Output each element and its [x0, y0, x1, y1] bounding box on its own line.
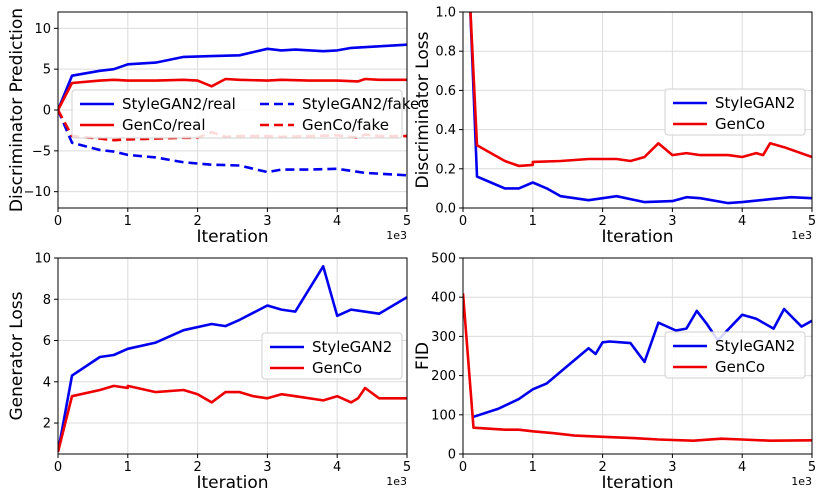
- legend-label: StyleGAN2/real: [122, 95, 236, 113]
- x-tick-label: 5: [403, 460, 411, 475]
- x-axis-label: Iteration: [601, 473, 673, 493]
- y-axis-label: Discriminator Prediction: [7, 8, 27, 212]
- legend: StyleGAN2 GenCo: [664, 88, 806, 136]
- axes-frame: [57, 257, 408, 455]
- x-tick-label: 3: [263, 460, 271, 475]
- x-tick-label: 5: [403, 214, 411, 229]
- x-tick-label: 1: [124, 214, 132, 229]
- x-tick-label: 2: [193, 214, 201, 229]
- x-tick-label: 2: [598, 214, 606, 229]
- y-axis-label: Generator Loss: [7, 291, 27, 420]
- y-tick-label: 8: [43, 293, 51, 308]
- y-tick-label: 0.2: [435, 162, 456, 177]
- legend: StyleGAN2/real GenCo/real StyleGAN2/fake Ge…: [71, 89, 419, 139]
- y-tick-label: 10: [34, 22, 51, 37]
- series-line: [58, 384, 407, 453]
- x-tick-label: 1: [529, 214, 537, 229]
- x-tick-label: 3: [263, 214, 271, 229]
- x-tick-label: 1: [124, 460, 132, 475]
- x-tick-label: 0: [459, 460, 467, 475]
- x-exponent-label: 1e3: [791, 475, 812, 488]
- y-tick-label: 300: [431, 330, 456, 345]
- x-tick-label: 5: [808, 214, 816, 229]
- legend-label: GenCo: [715, 358, 765, 376]
- chart-panel-4: 0 1 2 3 4 5 0 100 200 300 400 500 1e3 Iteration FID Sty…: [413, 252, 816, 494]
- axes-frame: [462, 11, 813, 209]
- y-tick-label: 400: [431, 291, 456, 306]
- y-tick-label: −5: [32, 144, 51, 159]
- y-axis-label: Discriminator Loss: [413, 31, 433, 188]
- legend-label: StyleGAN2/fake: [302, 95, 419, 113]
- y-tick-label: 0.6: [435, 84, 456, 99]
- y-tick-label: 0: [43, 104, 51, 119]
- series-line: [463, 293, 812, 443]
- chart-panel-3: 0 1 2 3 4 5 2 4 6 8 10 1e3 Iteration Generator Loss St…: [7, 252, 411, 494]
- x-tick-label: 4: [738, 214, 746, 229]
- series-line: [58, 109, 407, 177]
- series-line: [58, 264, 407, 453]
- y-tick-label: 0: [448, 448, 456, 463]
- series-line: [58, 43, 407, 111]
- y-tick-label: 0.4: [435, 123, 456, 138]
- series-line: [469, 12, 812, 168]
- y-tick-label: 6: [43, 334, 51, 349]
- y-tick-label: −10: [24, 185, 51, 200]
- chart-panel-1: 0 1 2 3 4 5 −10 −5 0 5 10 1e3 Iteration Discriminator…: [7, 8, 419, 247]
- x-tick-label: 0: [54, 460, 62, 475]
- axes-frame: [462, 257, 813, 455]
- y-tick-label: 1.0: [435, 6, 456, 21]
- x-exponent-label: 1e3: [791, 229, 812, 242]
- legend-label: GenCo: [715, 115, 765, 133]
- y-tick-label: 0.8: [435, 45, 456, 60]
- legend-label: GenCo/real: [122, 116, 206, 134]
- x-tick-label: 3: [668, 460, 676, 475]
- x-tick-label: 2: [193, 460, 201, 475]
- x-axis-label: Iteration: [196, 227, 268, 247]
- series-line: [58, 77, 407, 111]
- chart-panel-2: 0 1 2 3 4 5 0.0 0.2 0.4 0.6 0.8 1.0 1e3 Iteration Disc…: [413, 6, 816, 248]
- series-line: [473, 307, 812, 419]
- y-tick-label: 100: [431, 408, 456, 423]
- y-tick-label: 4: [43, 375, 51, 390]
- legend-label: StyleGAN2: [715, 337, 795, 355]
- x-tick-label: 2: [598, 460, 606, 475]
- y-tick-label: 2: [43, 417, 51, 432]
- legend-label: GenCo/fake: [302, 116, 389, 134]
- x-tick-label: 0: [459, 214, 467, 229]
- legend: StyleGAN2 GenCo: [261, 332, 403, 380]
- x-tick-label: 1: [529, 460, 537, 475]
- x-axis-label: Iteration: [196, 473, 268, 493]
- x-exponent-label: 1e3: [386, 475, 407, 488]
- legend-label: StyleGAN2: [715, 94, 795, 112]
- x-tick-label: 4: [333, 460, 341, 475]
- x-tick-label: 0: [54, 214, 62, 229]
- legend-label: StyleGAN2: [312, 338, 392, 356]
- x-tick-label: 5: [808, 460, 816, 475]
- legend: StyleGAN2 GenCo: [664, 331, 806, 379]
- x-tick-label: 3: [668, 214, 676, 229]
- x-tick-label: 4: [333, 214, 341, 229]
- x-exponent-label: 1e3: [386, 229, 407, 242]
- legend-box: [71, 89, 403, 139]
- x-tick-label: 4: [738, 460, 746, 475]
- y-tick-label: 500: [431, 252, 456, 267]
- y-axis-label: FID: [413, 342, 433, 370]
- series-line: [469, 12, 812, 205]
- y-tick-label: 10: [34, 252, 51, 267]
- y-tick-label: 5: [43, 63, 51, 78]
- x-axis-label: Iteration: [601, 227, 673, 247]
- legend-label: GenCo: [312, 359, 362, 377]
- y-tick-label: 200: [431, 369, 456, 384]
- y-tick-label: 0.0: [435, 202, 456, 217]
